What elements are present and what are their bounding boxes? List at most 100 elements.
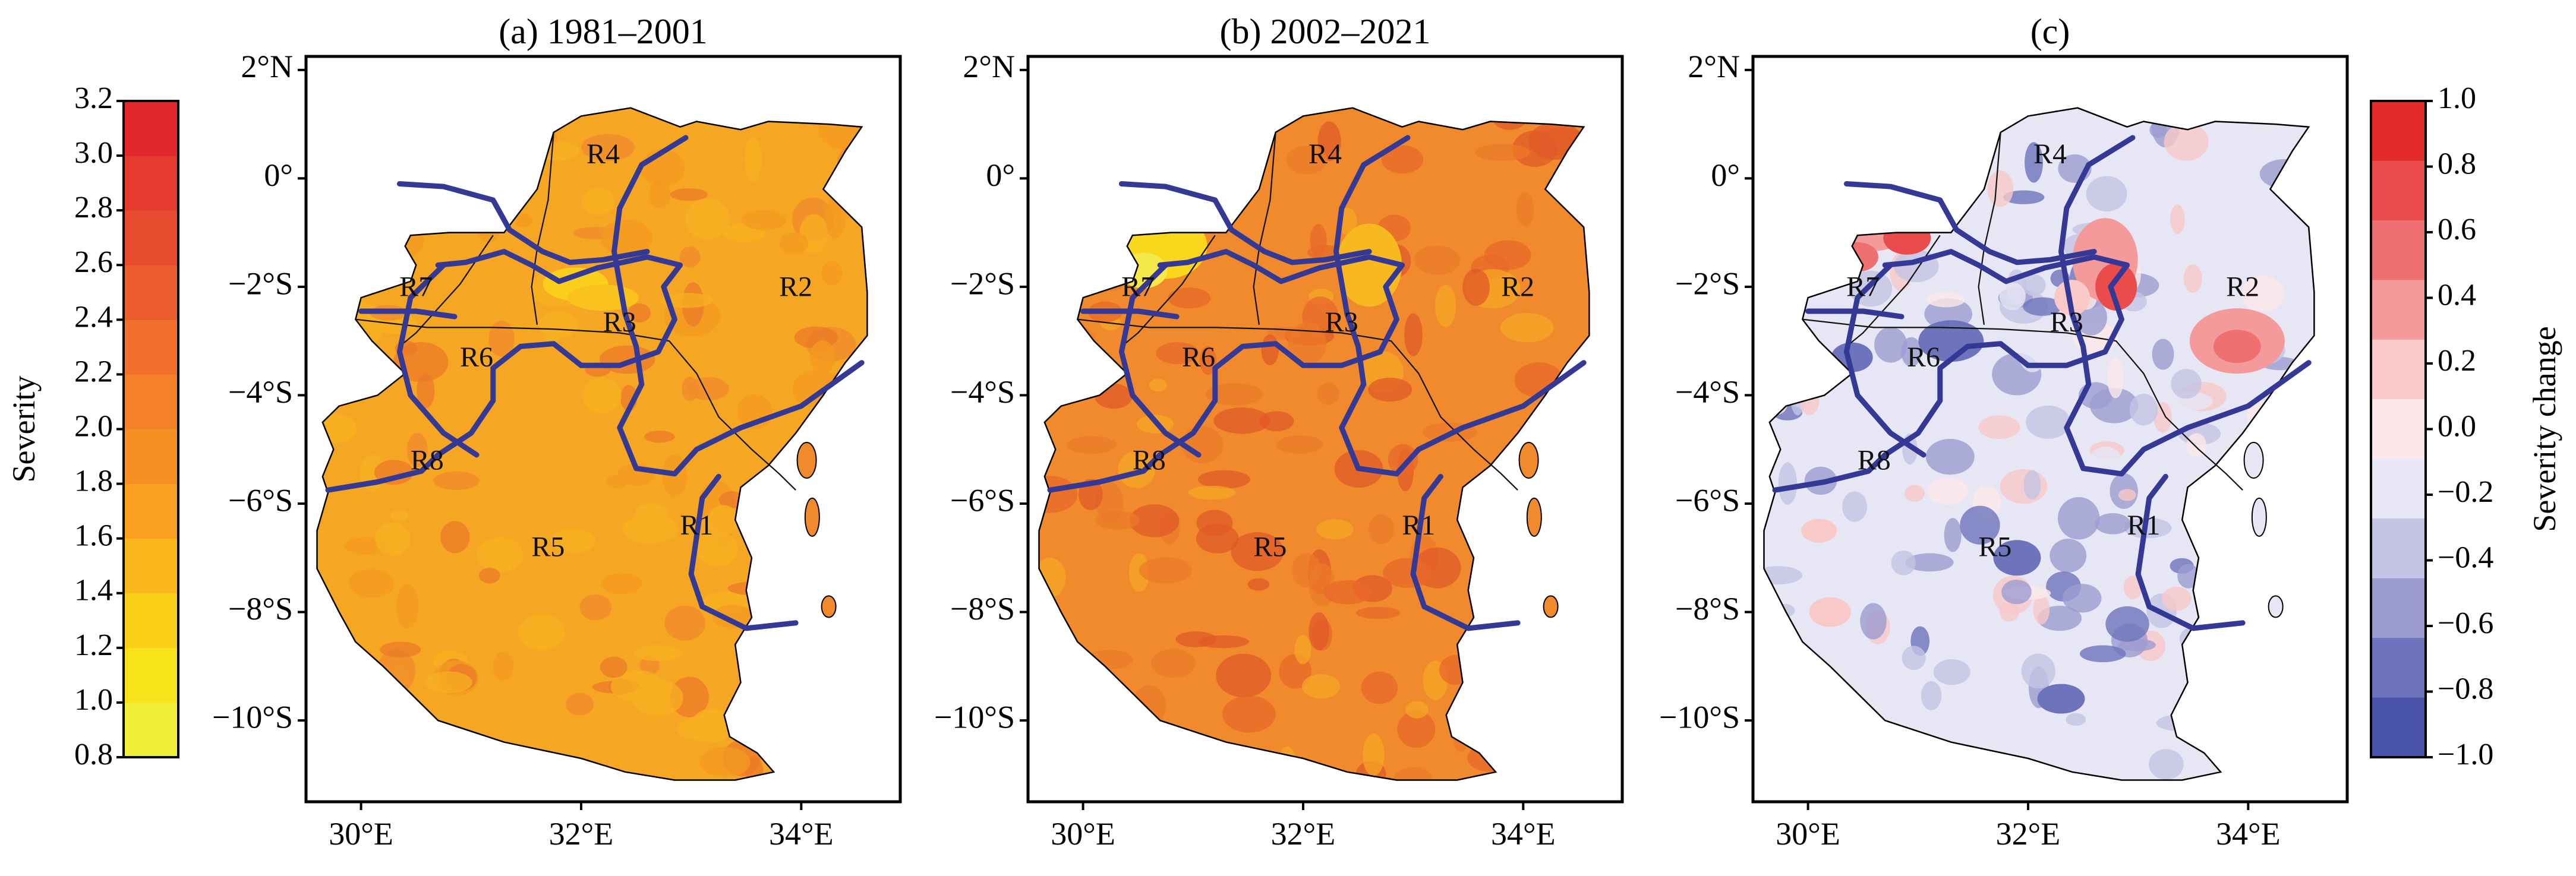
colorbar-tick-label: 0.4 [2438,278,2476,312]
colorbar-segment [124,101,178,156]
region-boundary [325,249,683,493]
field-patch [390,510,409,522]
field-patch [690,708,734,743]
severity-colorbar: 3.2 3.0 2.8 2.6 2.4 2.2 2.0 1.8 1.6 1.4 1.2 1.0 0.8 [74,81,179,771]
field-patch [1921,681,1942,710]
field-patch [2129,394,2158,426]
region-label: R5 [1253,532,1287,563]
field-patch [1095,511,1140,530]
colorbar-tick-label: −1.0 [2438,738,2493,771]
colorbar-segment [124,210,178,265]
field-patch [406,433,428,467]
field-patch [742,210,787,230]
field-patch [2183,264,2202,293]
field-patch [1309,612,1329,651]
field-patch [424,671,472,694]
lon-tick-label: 30°E [1776,816,1840,852]
field-patch [518,613,565,651]
change-colorbar-label: Severity change [2527,326,2562,532]
field-patch [664,605,705,641]
field-patch [2149,749,2184,780]
field-patch [2057,496,2100,540]
colorbar-segment [2371,399,2426,460]
colorbar-segment [124,265,178,320]
region-label: R1 [2127,510,2160,541]
colorbar-tick-label: 0.8 [2438,147,2476,181]
region-label: R7 [1121,271,1155,302]
region-label: R8 [1858,445,1891,476]
field-patch [1118,451,1155,489]
region-boundary [2135,473,2246,631]
region-label: R6 [1182,341,1215,373]
lat-tick-label: −2°S [950,265,1015,301]
field-patch [2000,603,2019,622]
field-patch [2149,122,2167,138]
field-patch [2164,123,2209,161]
field-patch [648,180,671,208]
colorbar-tick-label: 1.4 [74,574,113,608]
field-patch [712,605,753,628]
colorbar-segment [2371,160,2426,221]
field-patch [1809,597,1851,627]
field-patch [2037,684,2085,714]
field-patch [582,378,622,413]
lat-tick-label: 2°N [963,49,1015,84]
field-patch [1475,144,1530,161]
field-patch [2021,653,2055,689]
field-patch [440,521,470,554]
colorbar-segment [124,320,178,375]
field-patch [1276,435,1323,454]
field-patch [1356,606,1400,619]
field-patch [696,531,739,567]
field-patch [2050,539,2087,573]
field-patch [2079,645,2126,663]
region-label: R3 [1325,306,1358,338]
field-patch [2026,405,2071,439]
lat-tick-label: −4°S [228,374,293,410]
field-patch [1987,170,2014,207]
field-patch [1156,342,1199,365]
field-patch [632,679,683,716]
colorbar-tick-label: 2.2 [74,355,113,388]
internal-border [1077,318,1518,491]
field-patch [1188,485,1236,500]
lat-tick-label: 0° [1711,157,1740,193]
region-label: R6 [1907,341,1940,373]
field-patch [2118,489,2136,501]
region-label: R8 [1133,445,1166,476]
colorbar-segment [124,429,178,485]
field-patch [688,377,729,401]
lat-tick-label: 2°N [241,49,293,84]
field-patch [1801,518,1837,543]
field-patch [1405,701,1429,719]
colorbar-tick-label: −0.4 [2438,540,2493,574]
colorbar-segment [124,156,178,211]
field-patch [2213,330,2261,363]
field-patch [660,293,713,308]
field-patch [488,321,515,357]
field-patch [380,641,421,658]
field-patch [1231,532,1284,571]
colorbar-segment [124,647,178,703]
field-patch [670,188,708,201]
lon-tick-label: 30°E [329,816,393,852]
colorbar-tick-label: 1.0 [74,683,113,717]
field-patch [2124,517,2172,539]
panel-a-map: R1 R2 R3 R4 R5 R6 R7 R8 2°N 0° −2°S −4°S −6°S −8°S −10… [212,49,902,852]
field-patch [1196,510,1233,536]
field-patch [579,594,612,621]
field-patch [478,567,500,584]
island [796,441,817,479]
lat-tick-label: −10°S [212,699,293,735]
colorbar-segment [2371,220,2426,280]
field-patch [1978,415,2020,439]
field-patch [2171,369,2202,399]
field-patch [1842,491,1868,522]
region-boundary [1080,308,1180,320]
field-patch [1999,282,2026,310]
field-patch [2226,229,2247,242]
colorbar-segment [2371,458,2426,519]
field-patch [2107,358,2124,399]
internal-border [1802,318,2243,491]
